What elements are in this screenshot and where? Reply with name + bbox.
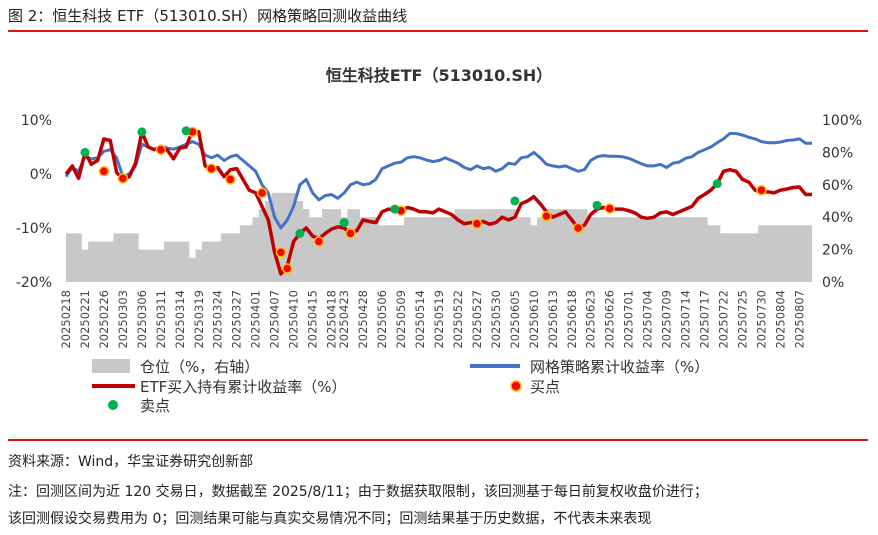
x-tick-label: 20250306 [135, 290, 149, 349]
x-tick-label: 20250530 [489, 290, 503, 349]
buy-point [206, 163, 217, 174]
buy-point [117, 173, 129, 184]
sell-point [137, 127, 147, 137]
x-tick-label: 20250401 [249, 290, 263, 349]
y-left-tick-label: 0% [30, 167, 52, 183]
y-right-tick-label: 0% [822, 275, 844, 291]
note-line-1: 注：回测区间为近 120 交易日，数据截至 2025/8/11；由于数据获取限制… [8, 484, 708, 500]
x-tick-label: 20250807 [792, 290, 806, 349]
buy-point [345, 228, 356, 239]
bottom-rule [8, 439, 868, 441]
x-tick-label: 20250319 [192, 290, 206, 349]
x-tick-label: 20250605 [508, 290, 522, 349]
chart-title: 恒生科技ETF（513010.SH） [325, 66, 553, 85]
x-tick-label: 20250714 [679, 290, 693, 349]
buy-point [541, 210, 552, 222]
buy-point [756, 184, 767, 196]
y-left-tick-label: -20% [16, 275, 52, 291]
buy-point [98, 166, 110, 177]
buy-point [256, 187, 268, 199]
x-tick-label: 20250522 [451, 290, 465, 349]
x-tick-label: 20250327 [230, 290, 244, 349]
x-tick-label: 20250221 [78, 290, 92, 349]
sell-point [295, 228, 305, 238]
buy-point [225, 174, 236, 185]
sell-point [181, 126, 191, 136]
legend-buy-swatch [510, 380, 522, 392]
position-area [66, 192, 812, 282]
x-tick-label: 20250709 [660, 290, 674, 349]
sell-point [510, 196, 520, 206]
y-right-tick-label: 80% [822, 145, 853, 161]
legend-sell-swatch [108, 400, 118, 410]
y-right-tick-label: 40% [822, 210, 853, 226]
y-right-tick-label: 60% [822, 178, 853, 194]
x-tick-label: 20250613 [546, 290, 560, 349]
x-tick-label: 20250610 [527, 290, 541, 349]
y-left-tick-label: 10% [21, 113, 52, 129]
source-note: 资料来源：Wind，华宝证券研究创新部 [8, 454, 254, 470]
x-tick-label: 20250428 [356, 290, 370, 349]
y-left-tick-label: -10% [16, 221, 52, 237]
x-tick-label: 20250303 [116, 290, 130, 349]
x-tick-label: 20250527 [470, 290, 484, 349]
x-tick-label: 20250722 [716, 290, 730, 349]
legend-grid-label: 网格策略累计收益率（%） [530, 358, 709, 376]
x-tick-label: 20250725 [735, 290, 749, 349]
x-tick-label: 20250311 [154, 290, 168, 349]
buy-point [155, 144, 167, 155]
legend-position-label: 仓位（%，右轴） [140, 358, 259, 376]
x-tick-label: 20250519 [432, 290, 446, 349]
buy-point [604, 203, 615, 214]
x-tick-label: 20250506 [375, 290, 389, 349]
legend-etf-label: ETF买入持有累计收益率（%） [140, 378, 347, 396]
sell-point [80, 147, 90, 157]
buy-point [471, 218, 483, 229]
x-tick-label: 20250324 [211, 290, 225, 349]
figure-caption: 图 2：恒生科技 ETF（513010.SH）网格策略回测收益曲线 [8, 7, 408, 25]
x-tick-label: 20250623 [584, 290, 598, 349]
x-tick-label: 20250804 [773, 290, 787, 349]
chart-container: 恒生科技ETF（513010.SH） 10% 0% -10% -20% 100% 80% 6… [0, 40, 878, 432]
x-tick-label: 20250423 [337, 290, 351, 349]
x-tick-label: 20250407 [268, 290, 282, 349]
x-tick-label: 20250704 [641, 290, 655, 349]
x-tick-label: 20250226 [97, 290, 111, 349]
x-tick-label: 20250717 [698, 290, 712, 349]
x-tick-label: 20250514 [413, 290, 427, 349]
buy-point [275, 247, 287, 258]
legend-sell-label: 卖点 [140, 397, 170, 415]
top-rule [8, 30, 868, 32]
y-right-tick-label: 20% [822, 243, 853, 259]
x-tick-label: 20250626 [603, 290, 617, 349]
buy-point [572, 222, 584, 234]
note-line-2: 该回测假设交易费用为 0；回测结果可能与真实交易情况不同；回测结果基于历史数据，… [8, 511, 652, 527]
sell-point [592, 200, 602, 210]
buy-point [282, 263, 293, 274]
x-tick-label: 20250509 [394, 290, 408, 349]
x-tick-label: 20250314 [173, 290, 187, 349]
x-tick-label: 20250730 [754, 290, 768, 349]
legend-position-swatch [92, 359, 130, 373]
sell-point [712, 179, 722, 189]
x-tick-label: 20250701 [622, 290, 636, 349]
x-tick-label: 20250418 [325, 290, 339, 349]
grid-strategy-line [64, 132, 812, 230]
chart-svg: 10% 0% -10% -20% 100% 80% 60% 40% 20% 0% 20250218 2… [16, 113, 862, 415]
y-right-tick-label: 100% [822, 113, 862, 129]
sell-point [390, 204, 400, 214]
sell-point [339, 218, 349, 228]
x-tick-label: 20250415 [306, 290, 320, 349]
x-tick-label: 20250618 [565, 290, 579, 349]
legend-buy-label: 买点 [530, 378, 560, 396]
x-tick-label: 20250410 [287, 290, 301, 349]
buy-point [313, 236, 325, 247]
x-tick-label: 20250218 [59, 290, 73, 349]
